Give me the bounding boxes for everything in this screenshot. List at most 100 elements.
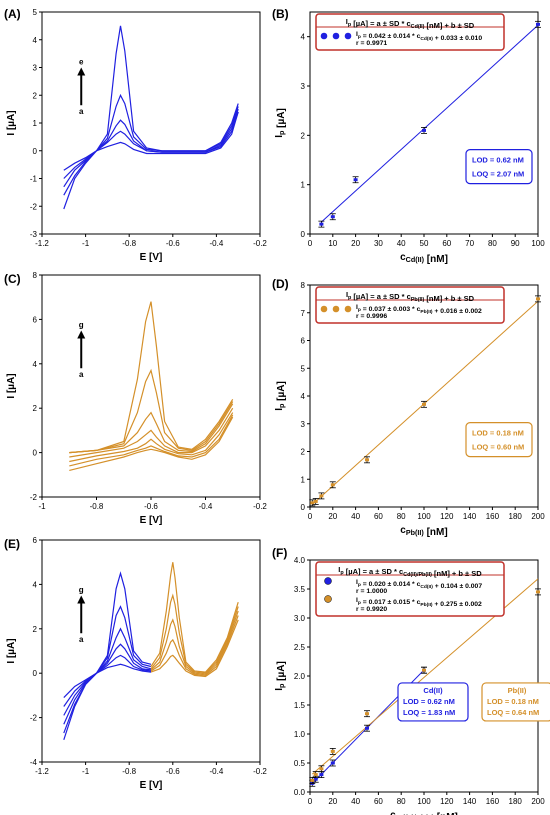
- panel-f-legend-dot-1: [324, 577, 332, 585]
- panel-d-xtick-label: 60: [374, 512, 383, 521]
- panel-a-ytick-label: 2: [33, 91, 38, 100]
- panel-b-xtick-label: 10: [328, 239, 337, 248]
- panel-b-lod-box: [465, 149, 533, 185]
- panel-f-cd-lod: LOD = 0.62 nM: [403, 697, 455, 706]
- panel-e-series-8: [150, 615, 239, 677]
- panel-c-ytick-label: 4: [33, 360, 38, 369]
- panel-d-xtick-label: 200: [531, 512, 545, 521]
- panel-a-xtick-label: -0.8: [122, 239, 136, 248]
- panel-b-equation-line-2: r = 0.9971: [356, 40, 387, 47]
- panel-b-xlabel: cCd(II) [nM]: [400, 252, 448, 265]
- panel-c-ytick-label: 8: [33, 271, 38, 280]
- panel-f-point-s1: [365, 726, 369, 730]
- panel-b-xtick-label: 0: [308, 239, 313, 248]
- panel-f-ytick-label: 2.5: [294, 643, 306, 652]
- panel-e-xlabel: E [V]: [140, 780, 163, 791]
- panel-f-cd-loq: LOQ = 1.83 nM: [403, 708, 455, 717]
- panel-d-xtick-label: 20: [328, 512, 337, 521]
- panel-c-frame: [41, 274, 261, 498]
- panel-a-arrow-top-label: e: [79, 58, 84, 67]
- panel-a-ytick-label: 0: [33, 147, 38, 156]
- panel-f-xtick-label: 20: [328, 797, 337, 806]
- panel-b-fit-line-1: [321, 24, 538, 223]
- panel-c-ytick-label: -2: [30, 493, 38, 502]
- panel-f-point-s2: [365, 712, 369, 716]
- panel-a-arrow-bottom-label: a: [79, 107, 84, 116]
- panel-b-xtick-label: 30: [374, 239, 383, 248]
- panel-b-point-s1: [319, 222, 324, 226]
- panel-f-point-s2: [330, 749, 335, 753]
- panel-f-ytick-label: 1.0: [294, 730, 306, 739]
- panel-c-arrow-top-label: g: [79, 321, 84, 330]
- panel-d-xtick-label: 40: [351, 512, 360, 521]
- panel-e-series-10: [150, 593, 239, 674]
- panel-f-equation-line-3: Ip = 0.017 ± 0.015 * cPb(II) + 0.275 ± 0…: [356, 597, 482, 608]
- panel-f-equation-line-4: r = 0.9920: [356, 606, 387, 613]
- panel-d-equation-line-2: r = 0.9996: [356, 313, 387, 320]
- panel-d-xtick-label: 180: [509, 512, 523, 521]
- panel-f-xtick-label: 120: [440, 797, 454, 806]
- panel-b-xtick-label: 80: [488, 239, 497, 248]
- panel-f-equation-header: Ip [µA] = a ± SD * cCd(II)/Pb(II) [nM] +…: [338, 565, 482, 578]
- panel-c-series-7: [69, 301, 234, 454]
- panel-c-ytick-label: 6: [33, 315, 38, 324]
- panel-f-xtick-label: 200: [531, 797, 545, 806]
- panel-a-xtick-label: -0.4: [210, 239, 224, 248]
- panel-f-xtick-label: 40: [351, 797, 360, 806]
- panel-b-ytick-label: 3: [301, 82, 306, 91]
- panel-f-xtick-label: 160: [486, 797, 500, 806]
- panel-c-ylabel: I [µA]: [6, 373, 17, 398]
- panel-d-point-s1: [536, 297, 540, 301]
- panel-d-ylabel: Ip [µA]: [274, 381, 287, 411]
- panel-e-ytick-label: -4: [30, 758, 38, 767]
- panel-d-ytick-label: 5: [301, 364, 306, 373]
- panel-b-ytick-label: 2: [301, 131, 306, 140]
- panel-a-ytick-label: -1: [30, 175, 38, 184]
- panel-e-xtick-label: -0.4: [210, 767, 224, 776]
- panel-f-legend-dot-2: [324, 595, 332, 603]
- panel-f-point-s1: [330, 761, 335, 765]
- panel-e-arrow-bottom-label: a: [79, 635, 84, 644]
- panel-c-series-3: [69, 412, 234, 463]
- panel-e-series-9: [150, 610, 239, 675]
- panel-e-xtick-label: -0.8: [122, 767, 136, 776]
- panel-c-ytick-label: 0: [33, 449, 38, 458]
- panel-d-legend-dot: [344, 305, 352, 313]
- panel-e-xtick-label: -1.2: [35, 767, 49, 776]
- panel-d-point-s1: [330, 483, 335, 487]
- panel-f-xtick-label: 100: [417, 797, 431, 806]
- panel-b-xtick-label: 90: [511, 239, 520, 248]
- panel-f-ytick-label: 2.0: [294, 672, 306, 681]
- panel-c: (C) -1 -0.8 -0.6 -0.4 -0.2 -2 0 2 4 6 8 g a: [4, 271, 267, 511]
- panel-f-xlabel: cCd(II)/Pb(II) [nM]: [390, 810, 458, 815]
- panel-a-label: (A): [4, 7, 21, 21]
- panel-d-xtick-label: 120: [440, 512, 454, 521]
- panel-d-ytick-label: 6: [301, 337, 306, 346]
- panel-d-ytick-label: 3: [301, 420, 306, 429]
- panel-b-legend-dot: [320, 32, 328, 40]
- panel-b-xtick-label: 100: [531, 239, 545, 248]
- panel-d-ytick-label: 7: [301, 309, 306, 318]
- panel-e-ytick-label: -2: [30, 714, 38, 723]
- panel-f-ytick-label: 0.5: [294, 759, 306, 768]
- panel-e-series-6: [63, 571, 152, 740]
- panel-a-ytick-label: -3: [30, 230, 38, 239]
- panel-b-equation-header: Ip [µA] = a ± SD * cCd(II) [nM] + b ± SD: [346, 17, 475, 30]
- panel-d-legend-dot: [332, 305, 340, 313]
- panel-f-xtick-label: 60: [374, 797, 383, 806]
- panel-c-xlabel: E [V]: [140, 515, 163, 526]
- panel-d-ytick-label: 4: [301, 392, 306, 401]
- panel-f-point-s2: [319, 767, 324, 771]
- panel-d-xtick-label: 80: [397, 512, 406, 521]
- panel-b-label: (B): [272, 7, 289, 21]
- panel-b-ytick-label: 4: [301, 33, 306, 42]
- panel-c-xtick-label: -0.6: [144, 502, 158, 511]
- panel-e-ylabel: I [µA]: [6, 638, 17, 663]
- panel-e-series-3: [63, 643, 152, 716]
- panel-d-point-s1: [310, 501, 315, 505]
- panel-f-ytick-label: 1.5: [294, 701, 306, 710]
- panel-c-xtick-label: -1: [38, 502, 46, 511]
- panel-a-xtick-label: -1.2: [35, 239, 49, 248]
- panel-f-cd-box: [397, 682, 469, 722]
